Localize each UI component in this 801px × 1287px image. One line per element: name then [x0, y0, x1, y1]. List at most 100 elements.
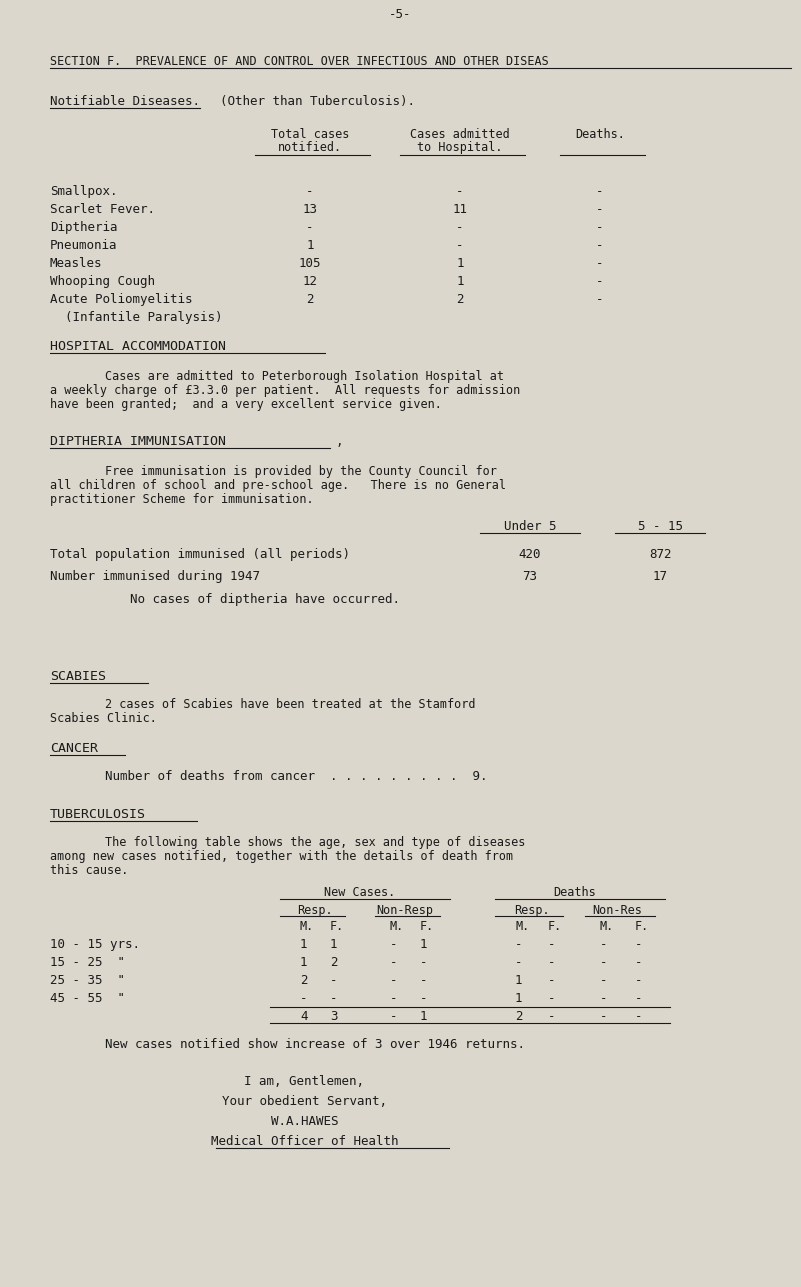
Text: 45 - 55  ": 45 - 55 "	[50, 992, 125, 1005]
Text: Medical Officer of Health: Medical Officer of Health	[211, 1135, 398, 1148]
Text: SCABIES: SCABIES	[50, 671, 106, 683]
Text: notified.: notified.	[278, 142, 342, 154]
Text: Whooping Cough: Whooping Cough	[50, 275, 155, 288]
Text: Free immunisation is provided by the County Council for: Free immunisation is provided by the Cou…	[105, 465, 497, 477]
Text: -: -	[600, 992, 607, 1005]
Text: -: -	[300, 992, 308, 1005]
Text: (Other than Tuberculosis).: (Other than Tuberculosis).	[220, 95, 415, 108]
Text: -: -	[600, 938, 607, 951]
Text: -: -	[635, 1010, 642, 1023]
Text: -: -	[548, 956, 556, 969]
Text: -: -	[635, 938, 642, 951]
Text: 11: 11	[453, 203, 468, 216]
Text: 1: 1	[515, 974, 522, 987]
Text: -: -	[600, 956, 607, 969]
Text: -: -	[600, 974, 607, 987]
Text: to Hospital.: to Hospital.	[417, 142, 503, 154]
Text: 872: 872	[649, 548, 671, 561]
Text: ,: ,	[335, 435, 343, 448]
Text: 1: 1	[515, 992, 522, 1005]
Text: Pneumonia: Pneumonia	[50, 239, 118, 252]
Text: M.: M.	[515, 920, 529, 933]
Text: 2: 2	[306, 293, 314, 306]
Text: F.: F.	[330, 920, 344, 933]
Text: Deaths.: Deaths.	[575, 127, 625, 142]
Text: -: -	[635, 992, 642, 1005]
Text: 12: 12	[303, 275, 317, 288]
Text: Non-Res: Non-Res	[593, 903, 642, 918]
Text: have been granted;  and a very excellent service given.: have been granted; and a very excellent …	[50, 398, 442, 411]
Text: Scabies Clinic.: Scabies Clinic.	[50, 712, 157, 725]
Text: -: -	[548, 938, 556, 951]
Text: 420: 420	[519, 548, 541, 561]
Text: 5 - 15: 5 - 15	[638, 520, 682, 533]
Text: New Cases.: New Cases.	[324, 885, 396, 900]
Text: -: -	[548, 992, 556, 1005]
Text: Resp.: Resp.	[513, 903, 549, 918]
Text: -: -	[596, 239, 604, 252]
Text: -: -	[457, 239, 464, 252]
Text: -: -	[457, 185, 464, 198]
Text: 105: 105	[299, 257, 321, 270]
Text: DIPTHERIA IMMUNISATION: DIPTHERIA IMMUNISATION	[50, 435, 226, 448]
Text: 4: 4	[300, 1010, 308, 1023]
Text: 73: 73	[522, 570, 537, 583]
Text: 15 - 25  ": 15 - 25 "	[50, 956, 125, 969]
Text: among new cases notified, together with the details of death from: among new cases notified, together with …	[50, 849, 513, 864]
Text: -: -	[548, 1010, 556, 1023]
Text: -: -	[306, 221, 314, 234]
Text: CANCER: CANCER	[50, 743, 98, 755]
Text: 1: 1	[420, 938, 428, 951]
Text: Diptheria: Diptheria	[50, 221, 118, 234]
Text: all children of school and pre-school age.   There is no General: all children of school and pre-school ag…	[50, 479, 506, 492]
Text: Smallpox.: Smallpox.	[50, 185, 118, 198]
Text: -5-: -5-	[389, 8, 412, 21]
Text: Cases are admitted to Peterborough Isolation Hospital at: Cases are admitted to Peterborough Isola…	[105, 369, 504, 384]
Text: 2: 2	[457, 293, 464, 306]
Text: (Infantile Paralysis): (Infantile Paralysis)	[50, 311, 223, 324]
Text: -: -	[600, 1010, 607, 1023]
Text: Total cases: Total cases	[271, 127, 349, 142]
Text: -: -	[420, 956, 428, 969]
Text: Measles: Measles	[50, 257, 103, 270]
Text: -: -	[420, 974, 428, 987]
Text: 2: 2	[515, 1010, 522, 1023]
Text: a weekly charge of £3.3.0 per patient.  All requests for admission: a weekly charge of £3.3.0 per patient. A…	[50, 384, 521, 396]
Text: No cases of diptheria have occurred.: No cases of diptheria have occurred.	[130, 593, 400, 606]
Text: New cases notified show increase of 3 over 1946 returns.: New cases notified show increase of 3 ov…	[105, 1039, 525, 1051]
Text: 2: 2	[300, 974, 308, 987]
Text: -: -	[330, 992, 337, 1005]
Text: Cases admitted: Cases admitted	[410, 127, 510, 142]
Text: -: -	[596, 275, 604, 288]
Text: 1: 1	[306, 239, 314, 252]
Text: 13: 13	[303, 203, 317, 216]
Text: -: -	[596, 293, 604, 306]
Text: Non-Resp: Non-Resp	[376, 903, 433, 918]
Text: W.A.HAWES: W.A.HAWES	[271, 1115, 338, 1127]
Text: F.: F.	[548, 920, 562, 933]
Text: -: -	[330, 974, 337, 987]
Text: -: -	[390, 974, 397, 987]
Text: Number of deaths from cancer  . . . . . . . . .  9.: Number of deaths from cancer . . . . . .…	[105, 770, 488, 782]
Text: -: -	[420, 992, 428, 1005]
Text: Under 5: Under 5	[504, 520, 556, 533]
Text: -: -	[596, 221, 604, 234]
Text: -: -	[635, 956, 642, 969]
Text: Deaths: Deaths	[553, 885, 597, 900]
Text: Resp.: Resp.	[297, 903, 332, 918]
Text: M.: M.	[300, 920, 314, 933]
Text: 3: 3	[330, 1010, 337, 1023]
Text: -: -	[390, 992, 397, 1005]
Text: Total population immunised (all periods): Total population immunised (all periods)	[50, 548, 350, 561]
Text: -: -	[390, 1010, 397, 1023]
Text: Acute Poliomyelitis: Acute Poliomyelitis	[50, 293, 192, 306]
Text: -: -	[596, 257, 604, 270]
Text: 17: 17	[653, 570, 667, 583]
Text: Your obedient Servant,: Your obedient Servant,	[222, 1095, 387, 1108]
Text: TUBERCULOSIS: TUBERCULOSIS	[50, 808, 146, 821]
Text: this cause.: this cause.	[50, 864, 128, 876]
Text: SECTION F.  PREVALENCE OF AND CONTROL OVER INFECTIOUS AND OTHER DISEAS: SECTION F. PREVALENCE OF AND CONTROL OVE…	[50, 55, 549, 68]
Text: The following table shows the age, sex and type of diseases: The following table shows the age, sex a…	[105, 837, 525, 849]
Text: 2 cases of Scabies have been treated at the Stamford: 2 cases of Scabies have been treated at …	[105, 698, 476, 710]
Text: -: -	[515, 956, 522, 969]
